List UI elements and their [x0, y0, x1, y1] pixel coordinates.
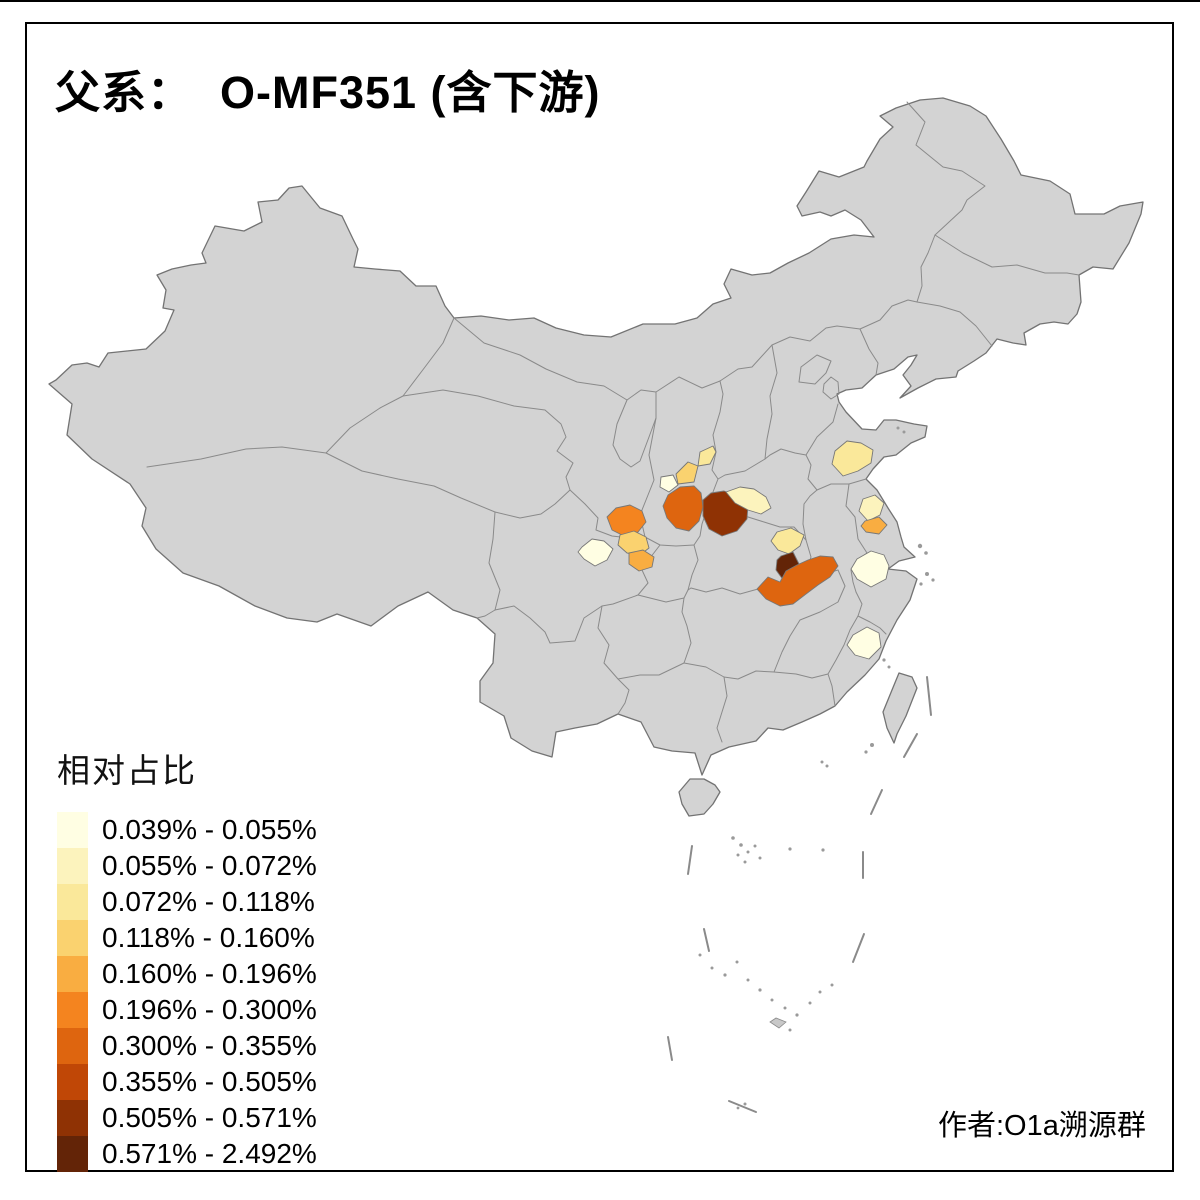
province-borders [146, 101, 1080, 743]
legend-row: 0.196% - 0.300% [57, 992, 317, 1028]
legend-row: 0.571% - 2.492% [57, 1136, 317, 1172]
legend-row: 0.055% - 0.072% [57, 848, 317, 884]
legend-swatch [57, 1136, 88, 1172]
legend-swatch [57, 1028, 88, 1064]
map-region [756, 555, 839, 607]
map-region [675, 461, 699, 485]
map-region [697, 445, 717, 467]
legend-label: 0.300% - 0.355% [102, 1030, 317, 1061]
legend-swatch [57, 992, 88, 1028]
legend-row: 0.039% - 0.055% [57, 812, 317, 848]
map-region [725, 486, 772, 515]
map-region [846, 626, 882, 660]
window-top-edge [0, 0, 1200, 2]
author-credit: 作者:O1a溯源群 [938, 1110, 1146, 1142]
island-dots [698, 426, 935, 1110]
legend-label: 0.355% - 0.505% [102, 1066, 317, 1097]
legend-row: 0.160% - 0.196% [57, 956, 317, 992]
plot-frame [25, 22, 1174, 1172]
legend: 相对占比 0.039% - 0.055% 0.055% - 0.072% 0.072… [57, 744, 317, 1172]
legend-rows: 0.039% - 0.055% 0.055% - 0.072% 0.072% - 0… [57, 812, 317, 1172]
legend-label: 0.118% - 0.160% [102, 922, 315, 953]
map-region [831, 440, 874, 477]
legend-swatch [57, 1100, 88, 1136]
page-title: 父系： O-MF351 (含下游) [55, 67, 601, 118]
taiwan-island [882, 672, 918, 744]
map-region [858, 494, 885, 522]
legend-label: 0.039% - 0.055% [102, 814, 317, 845]
legend-swatch [57, 1064, 88, 1100]
map-region [850, 550, 890, 588]
map-region [662, 485, 704, 532]
colored-prefectures [577, 440, 890, 660]
legend-swatch [57, 884, 88, 920]
map-region [659, 474, 679, 493]
legend-swatch [57, 920, 88, 956]
mainland-outline [48, 97, 1144, 776]
map-region [770, 527, 805, 555]
legend-row: 0.072% - 0.118% [57, 884, 317, 920]
legend-swatch [57, 812, 88, 848]
hainan-island [678, 778, 721, 817]
legend-row: 0.505% - 0.571% [57, 1100, 317, 1136]
map-region [577, 538, 614, 567]
legend-row: 0.118% - 0.160% [57, 920, 317, 956]
legend-title: 相对占比 [57, 752, 197, 789]
legend-swatch [57, 956, 88, 992]
legend-label: 0.571% - 2.492% [102, 1138, 317, 1169]
legend-row: 0.300% - 0.355% [57, 1028, 317, 1064]
legend-label: 0.196% - 0.300% [102, 994, 317, 1025]
map-region [606, 504, 647, 537]
legend-row: 0.355% - 0.505% [57, 1064, 317, 1100]
legend-swatch [57, 848, 88, 884]
map-region [628, 549, 655, 572]
legend-label: 0.072% - 0.118% [102, 886, 315, 917]
legend-label: 0.505% - 0.571% [102, 1102, 317, 1133]
legend-label: 0.160% - 0.196% [102, 958, 317, 989]
map-region [860, 516, 888, 535]
legend-label: 0.055% - 0.072% [102, 850, 317, 881]
sea-boundary-dashes [667, 676, 932, 1113]
